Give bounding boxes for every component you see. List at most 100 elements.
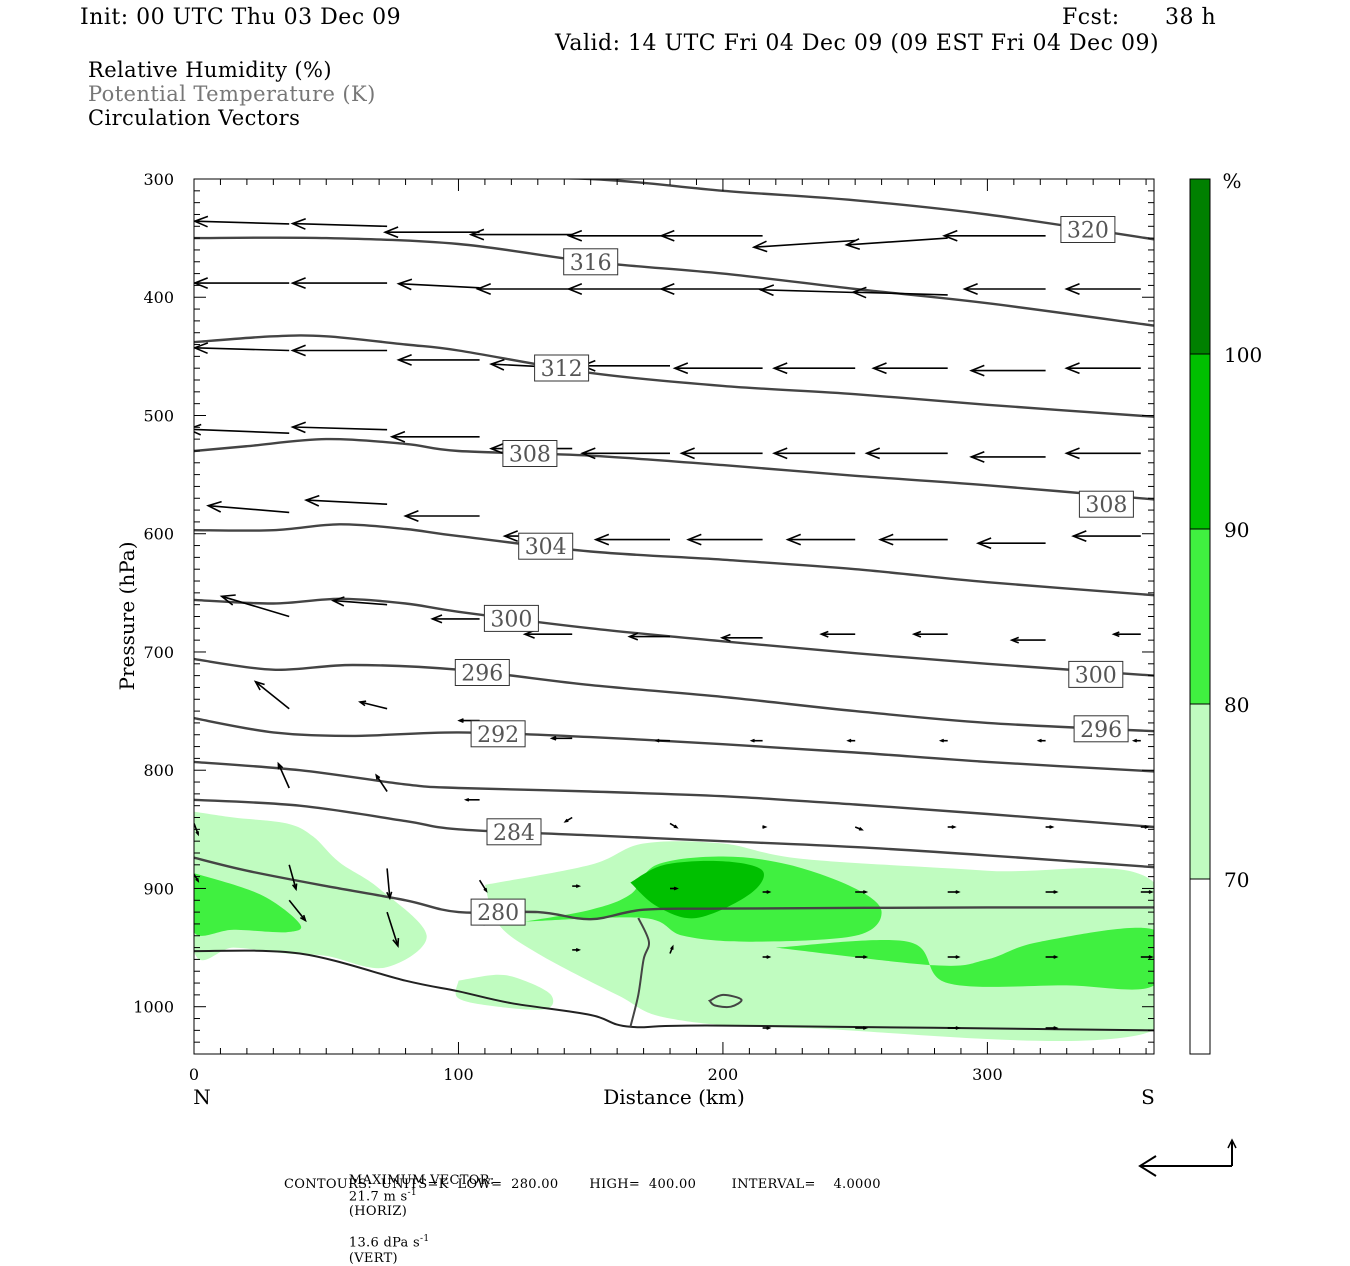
vector-head <box>1064 447 1080 460</box>
circulation-vector <box>1140 890 1154 894</box>
vector-head <box>862 1026 869 1030</box>
circulation-vector <box>290 277 388 289</box>
circulation-vector <box>358 700 388 710</box>
vector-head <box>766 955 772 959</box>
circulation-vector <box>277 761 290 789</box>
circulation-vector <box>772 362 856 375</box>
contour-label-text: 296 <box>461 662 503 687</box>
colorbar-label: 80 <box>1224 693 1249 717</box>
circulation-vector <box>396 353 480 366</box>
contour-label-300: 300 <box>483 604 539 632</box>
vector-head <box>566 283 583 295</box>
vector-head <box>772 447 788 460</box>
x-tick-label: 0 <box>189 1065 199 1084</box>
circulation-vector <box>389 430 480 443</box>
vector-head <box>194 423 202 436</box>
axis-ticks: 300 400 500 600 700 800 900 1000 0 100 200 300 <box>133 170 1154 1084</box>
vector-shaft <box>292 222 388 228</box>
circulation-vector <box>772 447 856 460</box>
vector-head <box>291 883 298 892</box>
circulation-vector <box>290 421 388 434</box>
vector-head <box>785 533 801 546</box>
humidity-region-80 <box>775 927 1154 990</box>
circulation-vector <box>670 886 679 891</box>
vector-head <box>575 948 582 952</box>
contour-label-316: 316 <box>563 248 619 276</box>
circulation-vector <box>686 533 763 546</box>
circulation-vector <box>969 450 1046 463</box>
theta-contour-288 <box>194 760 1154 829</box>
vector-head <box>290 421 306 434</box>
contour-label-300: 300 <box>1068 660 1124 688</box>
vector-head <box>1064 362 1080 375</box>
circulation-vector <box>851 286 948 299</box>
north-label: N <box>193 1085 211 1109</box>
vector-head <box>1071 530 1087 543</box>
vector-head <box>489 358 505 371</box>
contour-label-text: 304 <box>525 535 567 560</box>
circulation-vector <box>572 948 582 952</box>
contour-label-text: 308 <box>1085 493 1127 518</box>
vector-head <box>194 215 209 228</box>
y-tick-label: 800 <box>143 761 174 780</box>
vector-shaft <box>194 220 290 225</box>
theta-contour-320 <box>418 179 1154 241</box>
vector-head <box>1111 631 1120 638</box>
x-axis-label: Distance (km) <box>603 1085 745 1109</box>
vector-head <box>290 344 306 357</box>
vector-shaft <box>333 599 388 606</box>
circulation-vector <box>580 447 670 460</box>
circulation-vector <box>947 1026 961 1030</box>
circulation-vector <box>975 537 1046 550</box>
vector-head <box>878 533 894 546</box>
vector-head <box>549 735 557 741</box>
theta-contour-284 <box>194 798 1154 869</box>
contour-label-text: 284 <box>493 821 535 846</box>
circulation-vector <box>878 533 948 546</box>
vector-shaft <box>398 282 480 289</box>
contour-labels: 280 284 292 296 300 304 308 312 316 320 308 300 296 <box>454 216 1134 926</box>
vector-head <box>580 447 596 460</box>
vector-head <box>851 286 867 299</box>
vector-head <box>206 500 222 513</box>
colorbar-segment <box>1190 704 1210 879</box>
vector-shaft <box>359 701 388 710</box>
circulation-vector <box>855 1026 869 1030</box>
vector-head <box>1053 890 1059 894</box>
y-tick-label: 400 <box>143 288 174 307</box>
vector-head <box>864 447 880 460</box>
vector-shaft <box>386 911 399 947</box>
circulation-vector <box>1140 825 1150 829</box>
humidity-region-70 <box>455 974 554 1010</box>
vector-head <box>502 530 518 543</box>
vector-head <box>382 226 399 239</box>
max-vert-value: 13.6 dPa s <box>348 1235 420 1251</box>
circulation-vector <box>1045 955 1059 959</box>
y-tick-label: 600 <box>143 525 174 544</box>
circulation-vector <box>1071 530 1141 543</box>
contour-label-text: 280 <box>477 901 519 926</box>
contour-label-308: 308 <box>1078 490 1134 518</box>
contour-label-box <box>1073 715 1129 743</box>
vector-head <box>686 533 702 546</box>
y-axis-label: Pressure (hPa) <box>115 542 139 691</box>
contours-info: CONTOURS: UNITS=K LOW= 280.00 HIGH= 400.… <box>284 1177 881 1192</box>
circulation-vector <box>593 533 670 546</box>
contour-label-box <box>518 532 574 560</box>
reference-vector-icon <box>1138 1138 1237 1177</box>
circulation-vector <box>942 229 1046 242</box>
contour-label-box <box>1078 490 1134 518</box>
circulation-vector <box>669 944 674 954</box>
circulation-vector <box>194 823 199 837</box>
surface-pressure-line <box>194 949 1154 1032</box>
theta-contour-fragment <box>629 917 650 1028</box>
vector-head <box>951 825 957 829</box>
vector-shaft <box>306 499 388 505</box>
circulation-vector <box>288 899 307 923</box>
circulation-vector <box>194 423 290 436</box>
vector-head <box>654 738 660 743</box>
circulation-vector <box>290 344 388 357</box>
contour-label-box <box>1060 216 1116 243</box>
vector-head <box>1148 890 1154 894</box>
circulation-vector <box>1131 738 1141 743</box>
